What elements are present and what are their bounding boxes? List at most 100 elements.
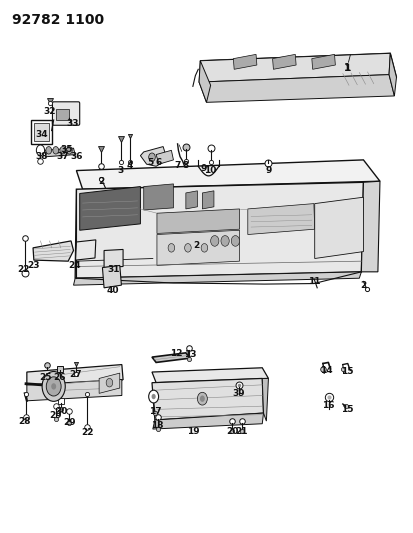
Text: 6: 6 <box>155 158 161 167</box>
Text: 28: 28 <box>19 417 31 425</box>
Text: 9: 9 <box>265 166 272 175</box>
Polygon shape <box>102 265 121 288</box>
Bar <box>56 109 69 120</box>
Polygon shape <box>202 191 214 209</box>
Polygon shape <box>186 191 197 209</box>
Circle shape <box>168 244 175 252</box>
Text: 39: 39 <box>233 389 245 398</box>
Text: 8: 8 <box>183 161 189 169</box>
Text: 31: 31 <box>107 265 120 274</box>
Polygon shape <box>315 197 363 259</box>
Bar <box>107 255 118 260</box>
Text: 26: 26 <box>53 373 65 382</box>
Polygon shape <box>156 150 173 164</box>
Polygon shape <box>389 53 396 96</box>
Polygon shape <box>157 209 240 233</box>
FancyBboxPatch shape <box>52 102 80 125</box>
Text: 17: 17 <box>149 407 161 416</box>
Circle shape <box>149 153 155 161</box>
Circle shape <box>185 244 191 252</box>
Polygon shape <box>153 413 263 429</box>
Text: 15: 15 <box>341 405 353 414</box>
Text: 2: 2 <box>360 281 367 289</box>
Text: 40: 40 <box>107 286 119 295</box>
Text: 30: 30 <box>55 407 67 416</box>
Text: 18: 18 <box>152 421 164 430</box>
Polygon shape <box>233 54 257 69</box>
Circle shape <box>149 390 159 403</box>
Text: 21: 21 <box>235 427 248 436</box>
Text: 11: 11 <box>308 277 320 286</box>
Polygon shape <box>80 187 140 230</box>
Circle shape <box>152 394 156 399</box>
Text: 10: 10 <box>204 166 217 175</box>
Text: 14: 14 <box>320 366 332 375</box>
Text: 23: 23 <box>27 261 39 270</box>
Polygon shape <box>248 204 315 235</box>
Text: 33: 33 <box>66 119 78 128</box>
Polygon shape <box>152 378 263 420</box>
Text: 12: 12 <box>171 350 183 358</box>
Text: 29: 29 <box>50 411 62 420</box>
Polygon shape <box>144 184 173 210</box>
Polygon shape <box>361 181 380 272</box>
Circle shape <box>51 383 56 390</box>
Text: 36: 36 <box>70 152 83 160</box>
Polygon shape <box>152 368 268 383</box>
Polygon shape <box>76 240 96 260</box>
Polygon shape <box>200 53 396 85</box>
Polygon shape <box>273 54 296 69</box>
Text: 22: 22 <box>17 265 29 274</box>
Text: 1: 1 <box>344 64 350 72</box>
Circle shape <box>231 236 240 246</box>
Text: 25: 25 <box>39 373 52 382</box>
Polygon shape <box>104 249 123 268</box>
Text: 13: 13 <box>184 350 196 359</box>
Circle shape <box>53 147 59 154</box>
Circle shape <box>106 378 113 387</box>
Polygon shape <box>45 148 75 157</box>
Text: 16: 16 <box>323 401 335 409</box>
Circle shape <box>36 145 45 156</box>
Text: 4: 4 <box>127 161 133 169</box>
Polygon shape <box>27 365 123 393</box>
Text: 92782 1100: 92782 1100 <box>12 13 104 27</box>
Text: 29: 29 <box>63 418 76 427</box>
Text: 9: 9 <box>200 165 206 173</box>
Text: 15: 15 <box>341 367 353 376</box>
Polygon shape <box>34 123 49 141</box>
Text: 3: 3 <box>117 166 124 175</box>
Text: 20: 20 <box>226 427 238 436</box>
Polygon shape <box>157 230 240 265</box>
Text: 7: 7 <box>174 161 181 169</box>
Text: 22: 22 <box>81 429 94 437</box>
Polygon shape <box>199 61 211 102</box>
Polygon shape <box>152 353 190 362</box>
Text: 38: 38 <box>35 152 47 160</box>
Polygon shape <box>74 272 361 285</box>
Circle shape <box>200 395 205 402</box>
Circle shape <box>46 377 61 396</box>
Circle shape <box>46 147 52 154</box>
Text: 2: 2 <box>193 241 199 249</box>
Polygon shape <box>199 53 390 82</box>
Circle shape <box>197 392 207 405</box>
Text: 34: 34 <box>35 130 47 139</box>
Text: 2: 2 <box>98 177 104 185</box>
Polygon shape <box>99 373 120 393</box>
Polygon shape <box>262 378 268 421</box>
Text: 5: 5 <box>147 158 153 167</box>
Bar <box>79 245 92 252</box>
Polygon shape <box>140 147 167 166</box>
Polygon shape <box>312 54 335 69</box>
Text: 32: 32 <box>43 108 56 116</box>
Polygon shape <box>199 75 394 102</box>
Circle shape <box>60 147 66 154</box>
Polygon shape <box>27 379 122 401</box>
Circle shape <box>221 236 229 246</box>
Text: 27: 27 <box>69 370 82 378</box>
Polygon shape <box>75 182 363 278</box>
Polygon shape <box>33 241 74 261</box>
Text: 24: 24 <box>68 261 81 270</box>
Text: 35: 35 <box>61 145 73 154</box>
